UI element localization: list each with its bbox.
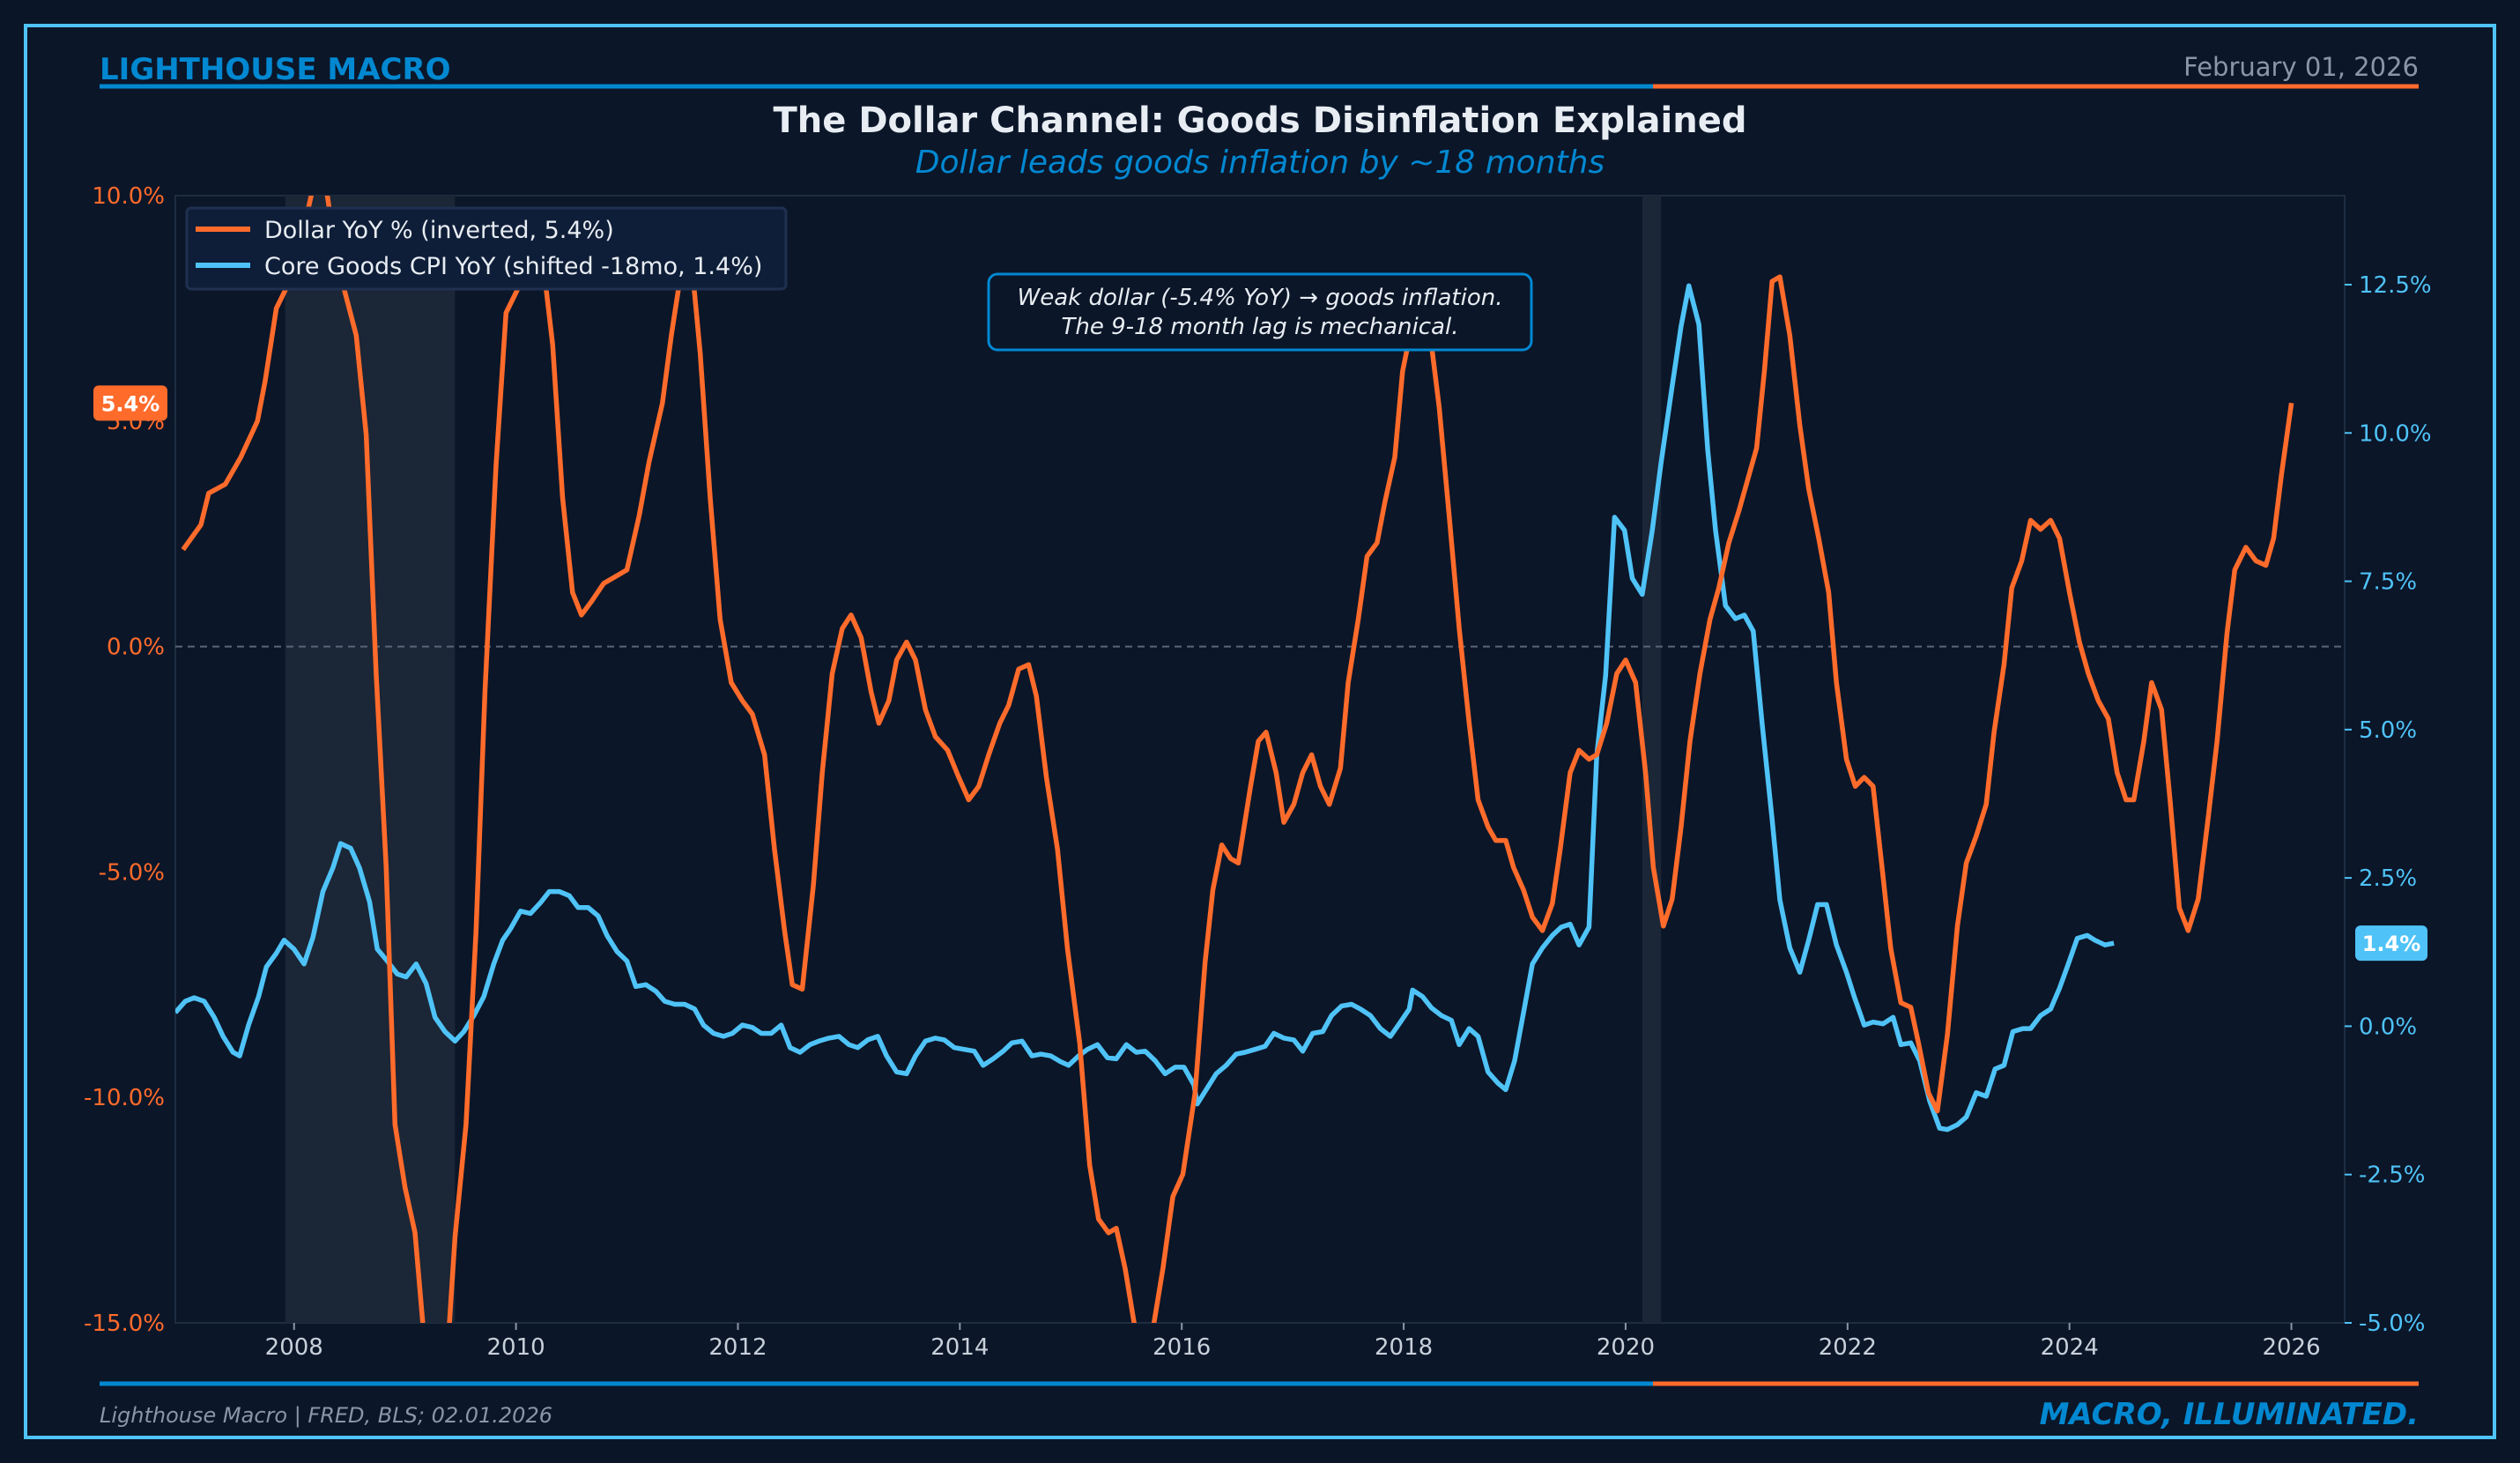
annotation-line-2: The 9-18 month lag is mechanical. bbox=[1062, 314, 1459, 340]
y-right-tick-label: 7.5% bbox=[2359, 569, 2417, 596]
series-line-dollar bbox=[181, 196, 2294, 1323]
x-tick-label: 2018 bbox=[1375, 1334, 1433, 1361]
x-tick-label: 2026 bbox=[2262, 1334, 2320, 1361]
x-tick-label: 2020 bbox=[1597, 1334, 1655, 1361]
y-right-tick-label: 0.0% bbox=[2359, 1014, 2417, 1040]
legend-label-dollar: Dollar YoY % (inverted, 5.4%) bbox=[264, 217, 614, 244]
y-right-tick-label: 12.5% bbox=[2359, 272, 2432, 299]
plot-area bbox=[174, 195, 2346, 1324]
y-left-tick-label: 0.0% bbox=[107, 635, 165, 661]
x-tick-label: 2014 bbox=[930, 1334, 989, 1361]
date-label: February 01, 2026 bbox=[2183, 52, 2419, 82]
x-tick-label: 2016 bbox=[1153, 1334, 1211, 1361]
x-tick-label: 2010 bbox=[487, 1334, 545, 1361]
recession-shading bbox=[285, 196, 1662, 1323]
source-note: Lighthouse Macro | FRED, BLS; 02.01.2026 bbox=[100, 1403, 552, 1428]
y-right-tick-label: -5.0% bbox=[2359, 1311, 2425, 1337]
goods-last-value: 1.4% bbox=[2362, 932, 2421, 956]
goods-last-value-badge: 1.4% bbox=[2355, 925, 2427, 962]
tagline: MACRO, ILLUMINATED. bbox=[2040, 1397, 2419, 1432]
recession-shade bbox=[285, 196, 456, 1323]
y-axis-right: 12.5% 10.0% 7.5% 5.0% 2.5% 0.0% -2.5% -5.0% bbox=[2345, 272, 2432, 1337]
y-right-tick-label: 10.0% bbox=[2359, 420, 2432, 447]
y-right-tick-label: -2.5% bbox=[2359, 1162, 2425, 1189]
dollar-last-value: 5.4% bbox=[101, 391, 160, 416]
series-line-core-goods bbox=[175, 283, 2115, 1133]
y-right-tick-label: 5.0% bbox=[2359, 717, 2417, 744]
x-tick-label: 2008 bbox=[265, 1334, 323, 1361]
chart-title: The Dollar Channel: Goods Disinflation E… bbox=[774, 100, 1747, 141]
x-tick-label: 2024 bbox=[2041, 1334, 2099, 1361]
recession-shade bbox=[1642, 196, 1662, 1323]
annotation-line-1: Weak dollar (-5.4% YoY) → goods inflatio… bbox=[1018, 285, 1503, 311]
chart-subtitle: Dollar leads goods inflation by ~18 mont… bbox=[915, 145, 1605, 181]
y-left-tick-label: -15.0% bbox=[84, 1311, 165, 1337]
y-right-tick-label: 2.5% bbox=[2359, 865, 2417, 892]
legend: Dollar YoY % (inverted, 5.4%) Core Goods… bbox=[185, 206, 788, 291]
x-tick-label: 2022 bbox=[1819, 1334, 1877, 1361]
dollar-last-value-badge: 5.4% bbox=[93, 385, 167, 421]
y-left-tick-label: -5.0% bbox=[99, 859, 165, 886]
annotation-box: Weak dollar (-5.4% YoY) → goods inflatio… bbox=[987, 272, 1533, 352]
legend-label-goods: Core Goods CPI YoY (shifted -18mo, 1.4%) bbox=[264, 253, 762, 280]
brand-label: LIGHTHOUSE MACRO bbox=[100, 52, 451, 87]
x-tick-label: 2012 bbox=[708, 1334, 767, 1361]
y-left-tick-label: -10.0% bbox=[84, 1085, 165, 1111]
y-left-tick-label: 10.0% bbox=[92, 183, 165, 210]
x-axis: 2008 2010 2012 2014 2016 2018 2020 2022 2024 2026 bbox=[265, 1323, 2321, 1361]
